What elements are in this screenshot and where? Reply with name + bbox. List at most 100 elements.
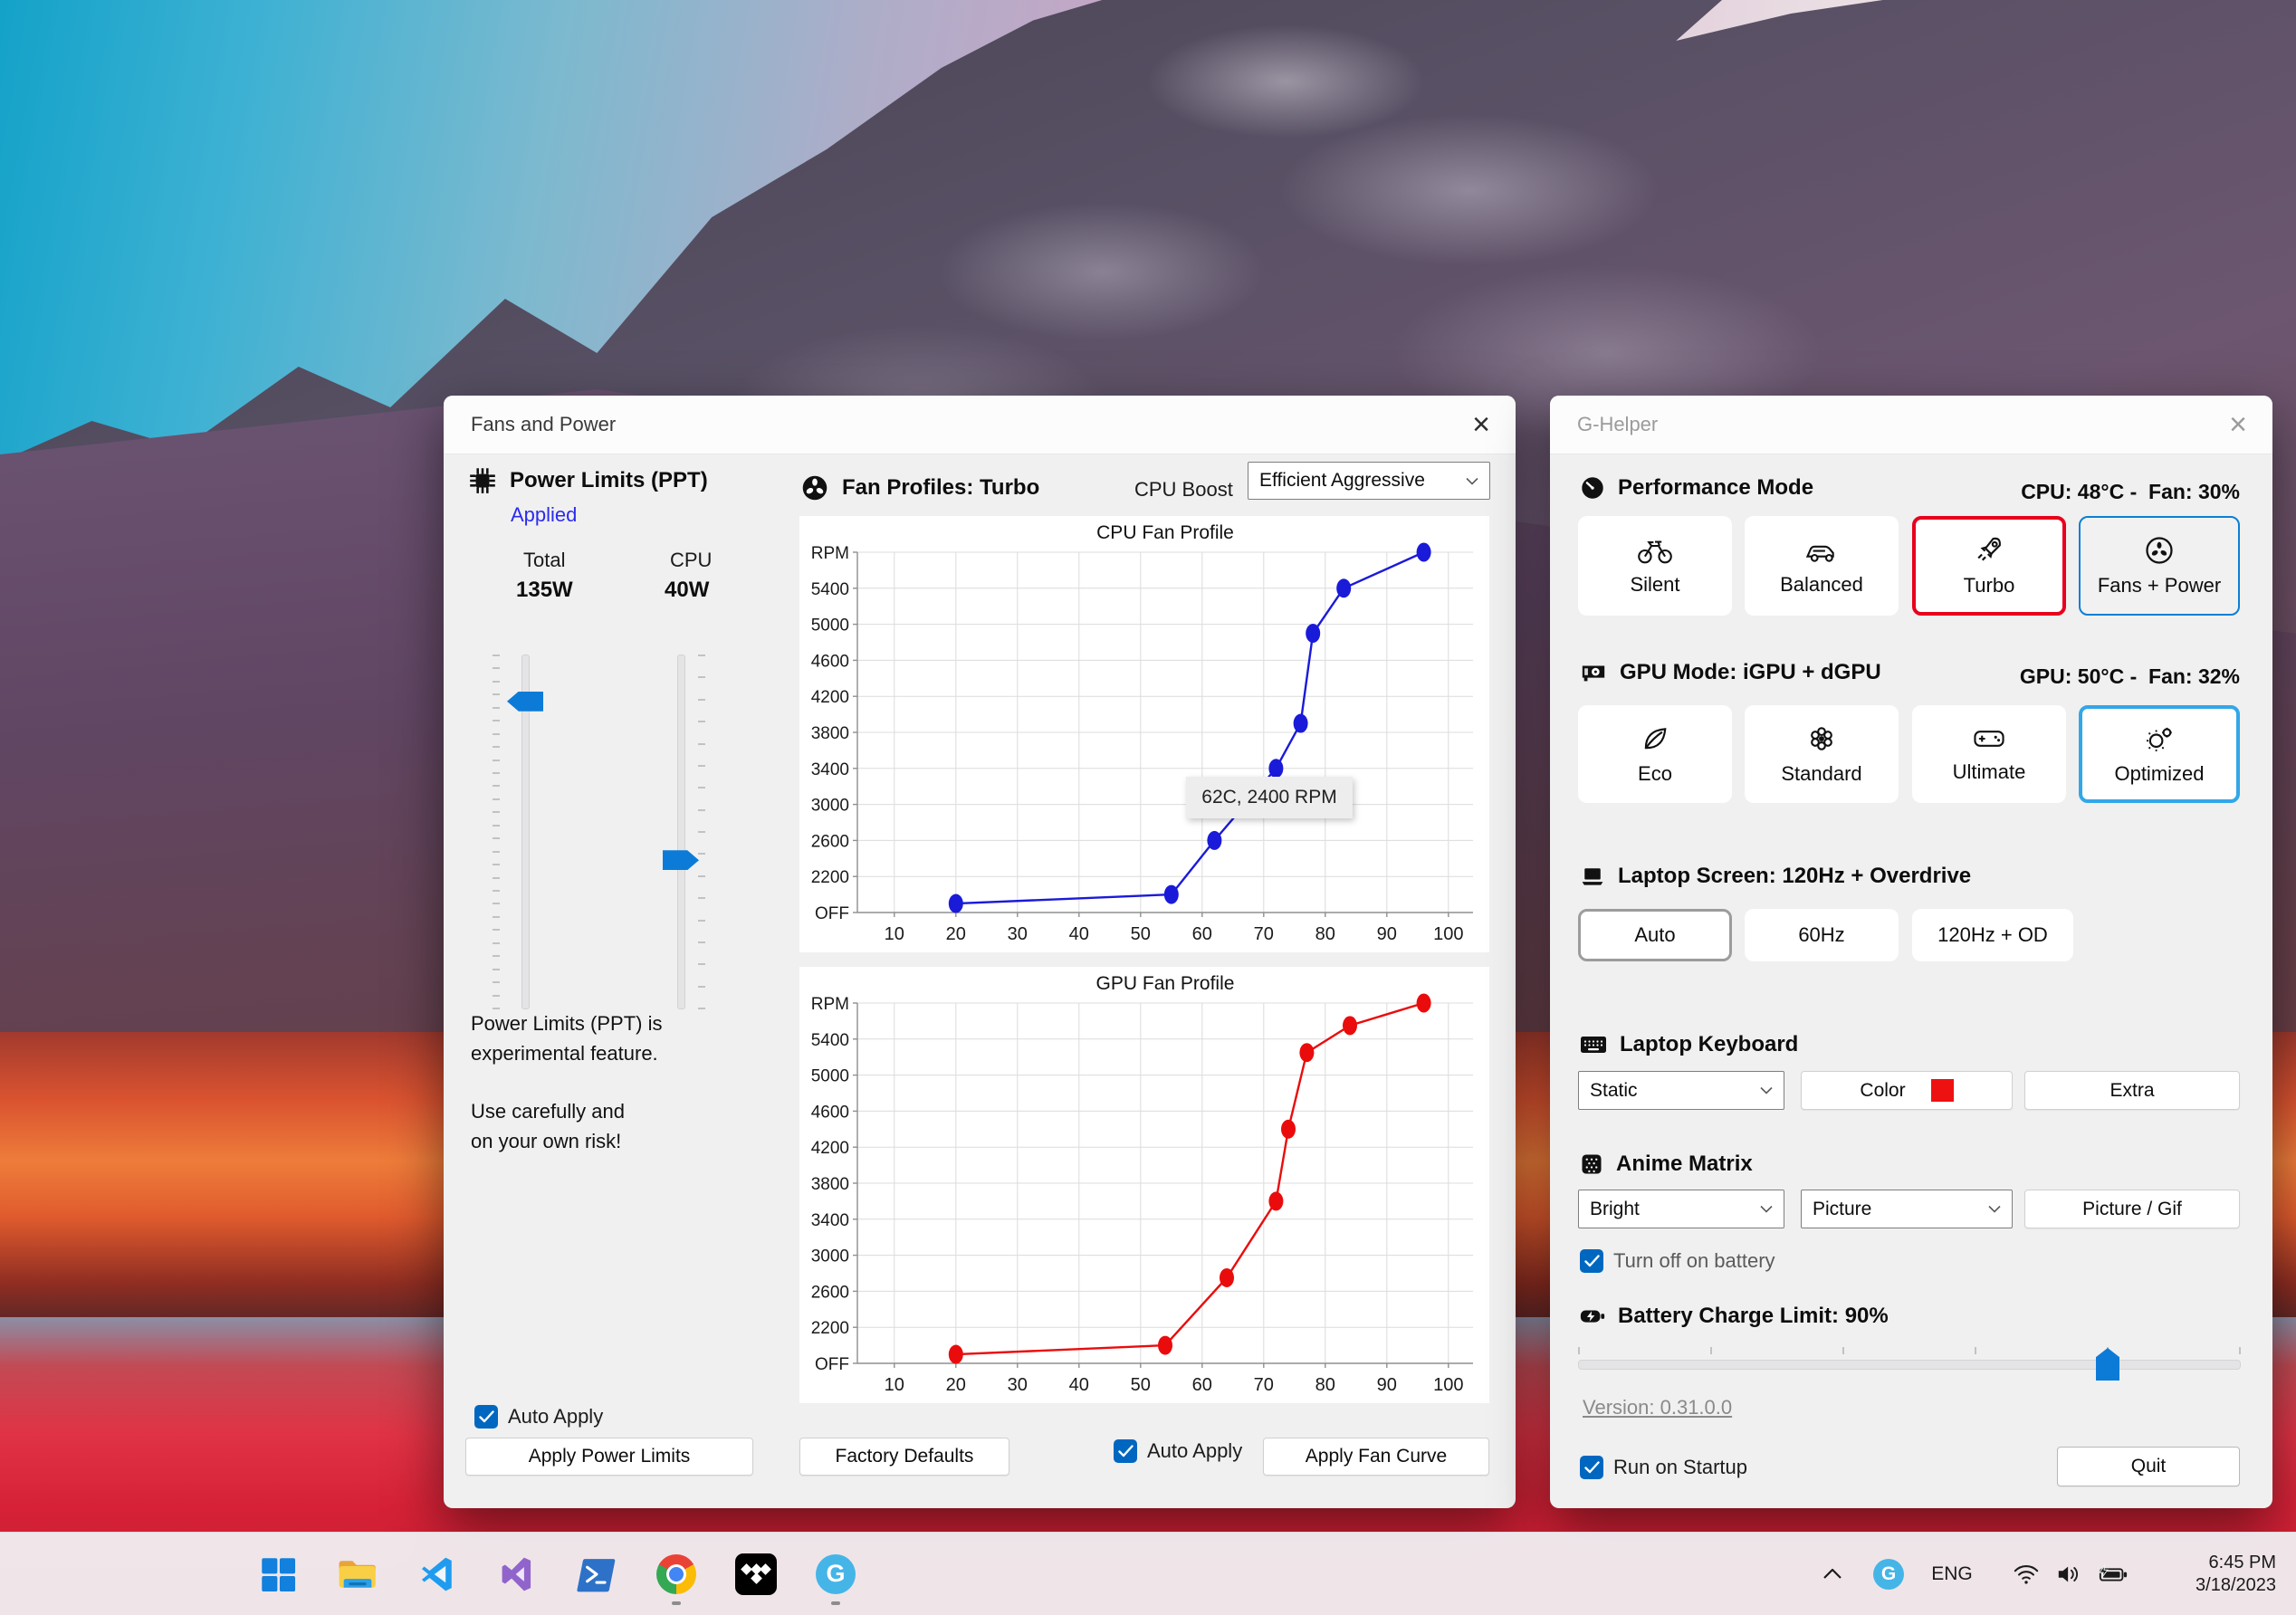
gpu-fan-chart[interactable]: 10 20 30 40 50 60 70 80 90 100 OFF 2200 2600 3000 3400… [799,967,1489,1403]
fans-window-title: Fans and Power [471,413,617,435]
laptop-keyboard-heading: Laptop Keyboard [1579,1032,1798,1057]
cpu-fan-chart[interactable]: 10 20 30 40 50 60 70 80 90 100 OFF 2200 2600 3000 3400… [799,516,1489,952]
anime-matrix-heading: Anime Matrix [1579,1152,1753,1177]
keyboard-color-button[interactable]: Color [1801,1071,2013,1110]
cpu-slider-thumb[interactable] [663,850,699,871]
checkbox-checked-icon [1580,1249,1603,1273]
total-slider-ticks [493,655,500,1009]
gpu-mode-optimized[interactable]: Optimized [2079,705,2240,803]
anime-battery-checkbox[interactable]: Turn off on battery [1580,1249,1775,1273]
g-helper-tray-icon: G [1873,1558,1904,1590]
fans-and-power-window: Fans and Power × Power Limits (PPT) Appl… [444,396,1516,1508]
chevron-down-icon [1988,1205,2001,1213]
g-helper-taskbar-button[interactable]: G [812,1551,859,1605]
gpu-fan-curve-plot[interactable]: 10 20 30 40 50 60 70 80 90 100 OFF 2200 2600 3000 3400… [799,967,1489,1403]
keyboard-extra-button[interactable]: Extra [2024,1071,2240,1110]
checkbox-checked-icon [1580,1456,1603,1479]
svg-text:20: 20 [946,1375,966,1395]
wifi-indicator[interactable] [2006,1533,2046,1615]
total-slider-thumb[interactable] [507,691,543,712]
chevron-up-icon [1823,1568,1842,1579]
perf-mode-turbo[interactable]: Turbo [1912,516,2066,616]
visual-studio-button[interactable] [493,1551,541,1598]
battery-slider-ticks [1578,1347,2241,1354]
gpu-mode-standard[interactable]: Standard [1745,705,1899,803]
gpu-mode-ultimate[interactable]: Ultimate [1912,705,2066,803]
fans-power-button[interactable]: Fans + Power [2079,516,2240,616]
svg-text:50: 50 [1131,1375,1151,1395]
svg-text:100: 100 [1433,1375,1463,1395]
volume-indicator[interactable] [2050,1533,2090,1615]
svg-text:30: 30 [1008,1375,1028,1395]
tray-chevron-up[interactable] [1813,1533,1852,1615]
total-slider-track[interactable] [507,655,543,1009]
battery-indicator[interactable] [2091,1533,2135,1615]
keyboard-mode-dropdown[interactable]: Static [1578,1071,1784,1110]
tidal-icon [735,1553,777,1595]
battery-slider-track[interactable] [1578,1348,2241,1381]
file-explorer-button[interactable] [334,1551,381,1598]
svg-text:CPU Fan Profile: CPU Fan Profile [1096,522,1234,543]
cpu-slider-track[interactable] [663,655,699,1009]
svg-text:40: 40 [1069,924,1089,944]
powershell-icon [577,1558,616,1591]
gpu-card-icon [1582,665,1605,682]
anime-brightness-dropdown[interactable]: Bright [1578,1190,1784,1228]
svg-text:3800: 3800 [811,1175,849,1194]
wifi-icon [2014,1564,2039,1584]
power-auto-apply-checkbox[interactable]: Auto Apply [474,1405,603,1429]
powershell-button[interactable] [573,1551,620,1598]
ghelper-content: Performance Mode CPU: 48°C - Fan: 30% Si… [1550,454,2272,1508]
gpu-mode-heading: GPU Mode: iGPU + dGPU [1579,659,1881,686]
clock[interactable]: 6:45 PM 3/18/2023 [2196,1533,2276,1615]
svg-text:30: 30 [1008,924,1028,944]
power-limits-heading: Power Limits (PPT) [467,465,708,496]
chrome-button[interactable] [653,1551,700,1605]
svg-text:20: 20 [946,924,966,944]
version-link[interactable]: Version: 0.31.0.0 [1583,1396,1733,1419]
gpu-mode-eco[interactable]: Eco [1578,705,1732,803]
anime-content-dropdown[interactable]: Picture [1801,1190,2013,1228]
ghelper-close-button[interactable]: × [2229,406,2247,442]
total-label: Total [523,549,566,571]
cpu-slider-ticks [698,655,705,1009]
battery-limit-heading: Battery Charge Limit: 90% [1579,1304,1889,1329]
running-indicator [672,1601,681,1605]
tray-g-helper[interactable]: G [1869,1533,1909,1615]
svg-text:2200: 2200 [811,868,849,887]
svg-text:2600: 2600 [811,1283,849,1302]
chevron-down-icon [1760,1205,1773,1213]
factory-defaults-button[interactable]: Factory Defaults [799,1438,1009,1476]
language-indicator[interactable]: ENG [1931,1562,1973,1584]
quit-button[interactable]: Quit [2057,1447,2240,1486]
start-button[interactable] [254,1551,301,1598]
perf-mode-silent[interactable]: Silent [1578,516,1732,616]
cpu-boost-dropdown[interactable]: Efficient Aggressive [1248,462,1490,500]
svg-text:80: 80 [1315,924,1335,944]
fan-point-tooltip: 62C, 2400 RPM [1186,777,1353,818]
run-on-startup-checkbox[interactable]: Run on Startup [1580,1456,1747,1479]
svg-text:50: 50 [1131,924,1151,944]
svg-text:70: 70 [1254,924,1274,944]
gauge-icon [1582,477,1603,499]
svg-text:2200: 2200 [811,1319,849,1338]
chevron-down-icon [1760,1086,1773,1094]
screen-auto-button[interactable]: Auto [1578,909,1732,961]
taskbar: G G ENG [0,1532,2296,1615]
cpu-fan-curve-plot[interactable]: 10 20 30 40 50 60 70 80 90 100 OFF 2200 2600 3000 3400… [799,516,1489,952]
gamepad-icon [1974,731,2004,747]
perf-mode-balanced[interactable]: Balanced [1745,516,1899,616]
screen-120hz-od-button[interactable]: 120Hz + OD [1912,909,2073,961]
anime-picture-gif-button[interactable]: Picture / Gif [2024,1190,2240,1228]
svg-text:60: 60 [1192,924,1212,944]
apply-power-limits-button[interactable]: Apply Power Limits [465,1438,753,1476]
fan-auto-apply-checkbox[interactable]: Auto Apply [1114,1439,1242,1463]
svg-text:3000: 3000 [811,1247,849,1266]
vscode-button[interactable] [414,1551,461,1598]
apply-fan-curve-button[interactable]: Apply Fan Curve [1263,1438,1489,1476]
fans-close-button[interactable]: × [1472,406,1490,442]
screen-60hz-button[interactable]: 60Hz [1745,909,1899,961]
tidal-button[interactable] [732,1551,780,1598]
svg-text:5000: 5000 [811,616,849,635]
ghelper-titlebar: G-Helper [1550,396,2272,454]
